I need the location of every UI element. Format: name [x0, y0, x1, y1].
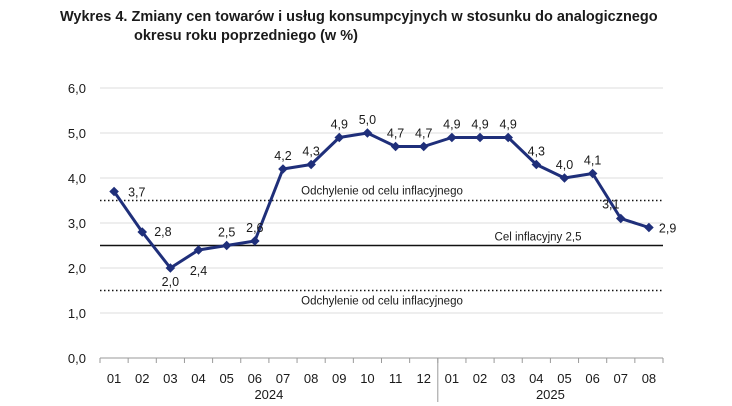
x-tick-label: 08: [642, 371, 656, 386]
x-tick-label: 06: [585, 371, 599, 386]
data-point: [503, 132, 513, 143]
data-label: 4,9: [443, 118, 460, 132]
data-point: [447, 132, 457, 143]
chart-title-line2: okresu roku poprzedniego (w %): [134, 28, 358, 44]
x-tick-label: 11: [389, 371, 403, 386]
data-label: 4,7: [387, 127, 404, 141]
data-label: 4,0: [556, 158, 573, 172]
data-point: [306, 159, 316, 170]
data-label: 4,2: [274, 149, 291, 163]
y-tick-label: 6,0: [68, 81, 86, 96]
data-label: 2,4: [190, 264, 207, 278]
tolerance-band-label: Odchylenie od celu inflacyjnego: [301, 186, 463, 198]
data-point: [278, 164, 288, 174]
data-label: 3,1: [602, 198, 619, 212]
y-tick-label: 5,0: [68, 126, 86, 141]
data-point: [362, 128, 373, 138]
year-label: 2024: [254, 387, 283, 402]
data-point: [193, 245, 204, 255]
data-point: [559, 173, 570, 183]
data-point: [109, 186, 119, 197]
x-tick-label: 07: [276, 371, 290, 386]
data-point: [531, 159, 542, 170]
y-tick-label: 3,0: [68, 216, 86, 231]
data-label: 2,0: [162, 275, 179, 289]
x-tick-label: 05: [557, 371, 571, 386]
data-label: 3,7: [128, 186, 145, 200]
data-label: 4,3: [528, 145, 545, 159]
data-point: [644, 222, 654, 233]
tolerance-band-label: Odchylenie od celu inflacyjnego: [301, 296, 463, 308]
y-tick-label: 0,0: [68, 351, 86, 366]
data-point: [615, 213, 626, 224]
x-tick-label: 03: [501, 371, 515, 386]
x-tick-label: 01: [107, 371, 121, 386]
data-label: 4,9: [471, 118, 488, 132]
x-tick-label: 08: [304, 371, 318, 386]
data-point: [475, 132, 485, 143]
data-label: 4,9: [499, 118, 516, 132]
y-tick-label: 1,0: [68, 306, 86, 321]
series-line: [112, 131, 650, 270]
data-label: 2,5: [218, 226, 235, 240]
data-point: [390, 141, 401, 152]
data-point: [334, 132, 345, 143]
x-tick-label: 04: [529, 371, 543, 386]
data-label: 4,3: [302, 145, 319, 159]
x-tick-label: 05: [219, 371, 233, 386]
x-tick-label: 02: [473, 371, 487, 386]
y-tick-label: 2,0: [68, 261, 86, 276]
chart-title-line1: Wykres 4. Zmiany cen towarów i usług kon…: [60, 9, 658, 25]
inflation-target-label: Cel inflacyjny 2,5: [495, 232, 582, 244]
data-point: [221, 240, 232, 251]
data-point: [165, 263, 176, 273]
x-tick-label: 10: [360, 371, 374, 386]
data-label: 2,9: [659, 222, 676, 236]
data-label: 5,0: [359, 113, 376, 127]
data-point: [418, 141, 429, 152]
x-tick-label: 02: [135, 371, 149, 386]
data-point: [250, 236, 260, 246]
data-label: 4,1: [584, 154, 601, 168]
data-point: [587, 168, 598, 179]
data-point: [137, 227, 148, 237]
data-label: 4,9: [331, 118, 348, 132]
x-tick-label: 09: [332, 371, 346, 386]
x-tick-label: 06: [248, 371, 262, 386]
x-tick-label: 04: [191, 371, 205, 386]
x-tick-label: 03: [163, 371, 177, 386]
year-label: 2025: [536, 387, 565, 402]
y-tick-label: 4,0: [68, 171, 86, 186]
chart-title: Wykres 4. Zmiany cen towarów i usług kon…: [60, 8, 720, 46]
x-tick-label: 01: [445, 371, 459, 386]
data-label: 4,7: [415, 127, 432, 141]
data-label: 2,6: [246, 221, 263, 235]
x-tick-label: 12: [416, 371, 430, 386]
data-label: 2,8: [154, 225, 171, 239]
x-tick-label: 07: [614, 371, 628, 386]
